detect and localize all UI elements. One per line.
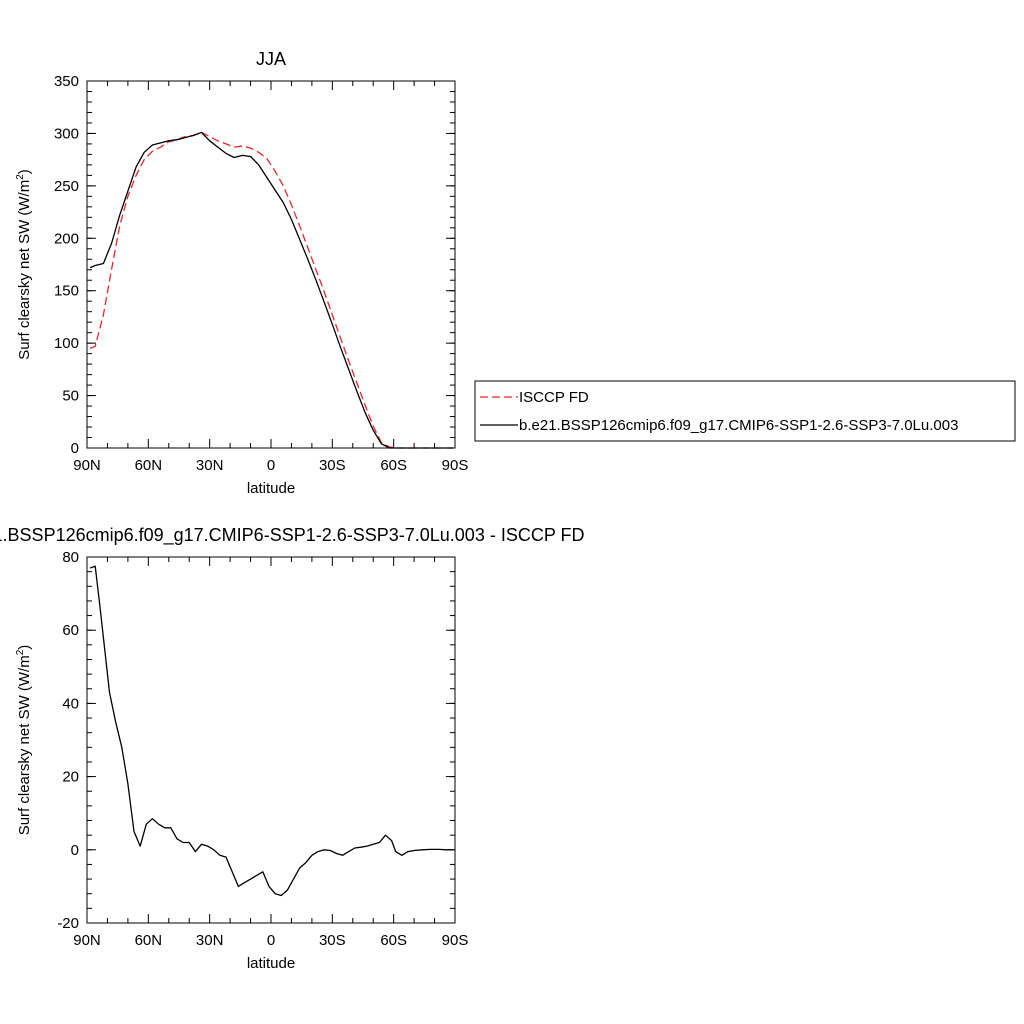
y-tick-label: 50 xyxy=(62,388,79,405)
y-tick-label: -20 xyxy=(57,915,79,932)
series-line-0 xyxy=(89,131,453,449)
chart-title: b.e21.BSSP126cmip6.f09_g17.CMIP6-SSP1-2.… xyxy=(0,525,585,546)
y-tick-label: 150 xyxy=(54,283,79,300)
legend-entry-1: b.e21.BSSP126cmip6.f09_g17.CMIP6-SSP1-2.… xyxy=(519,417,958,434)
plot-frame xyxy=(86,556,456,924)
chart-top-panel: JJA 90N 60N 30N 0 30S 60S 90S 0 50 100 150 200 250 300… xyxy=(15,49,468,497)
x-tick-label: 0 xyxy=(267,932,275,949)
chart-title: JJA xyxy=(256,49,286,69)
x-tick-label: 90S xyxy=(442,932,469,949)
y-axis-label: Surf clearsky net SW (W/m2) xyxy=(15,169,33,360)
y-tick-label: 100 xyxy=(54,335,79,352)
y-axis-label-text: Surf clearsky net SW (W/m xyxy=(16,655,33,835)
x-tick-label: 90N xyxy=(73,932,101,949)
y-axis-label-superscript: 2 xyxy=(15,649,26,655)
plot-frame xyxy=(86,80,456,449)
y-tick-label: 350 xyxy=(54,73,79,90)
series-line-1 xyxy=(89,131,453,449)
x-axis-label: latitude xyxy=(247,955,295,972)
y-tick-label: 300 xyxy=(54,125,79,142)
y-axis-label-superscript: 2 xyxy=(15,174,26,180)
y-tick-label: 80 xyxy=(62,549,79,566)
x-tick-label: 30S xyxy=(319,457,346,474)
x-tick-label: 30S xyxy=(319,932,346,949)
y-tick-label: 0 xyxy=(71,842,79,859)
y-tick-label: 40 xyxy=(62,695,79,712)
y-tick-label: 250 xyxy=(54,178,79,195)
y-axis-label-text: Surf clearsky net SW (W/m xyxy=(16,180,33,360)
y-axis-label-close: ) xyxy=(16,645,33,650)
y-tick-label: 60 xyxy=(62,622,79,639)
x-tick-label: 0 xyxy=(267,457,275,474)
x-tick-label: 30N xyxy=(196,457,224,474)
y-axis-label-close: ) xyxy=(16,169,33,174)
x-tick-label: 90N xyxy=(73,457,101,474)
y-tick-label: 20 xyxy=(62,769,79,786)
y-axis-label: Surf clearsky net SW (W/m2) xyxy=(15,645,33,836)
chart-bottom-panel: b.e21.BSSP126cmip6.f09_g17.CMIP6-SSP1-2.… xyxy=(0,525,585,972)
x-axis-label: latitude xyxy=(247,480,295,497)
series-line-0 xyxy=(89,565,453,897)
legend: ISCCP FD b.e21.BSSP126cmip6.f09_g17.CMIP6… xyxy=(474,380,1016,442)
x-tick-label: 60N xyxy=(135,457,163,474)
x-tick-label: 30N xyxy=(196,932,224,949)
x-tick-label: 60S xyxy=(380,457,407,474)
y-tick-label: 0 xyxy=(71,440,79,457)
legend-entry-0: ISCCP FD xyxy=(519,389,589,406)
y-tick-label: 200 xyxy=(54,230,79,247)
legend-box xyxy=(474,380,1016,442)
x-tick-label: 90S xyxy=(442,457,469,474)
x-tick-label: 60N xyxy=(135,932,163,949)
x-tick-label: 60S xyxy=(380,932,407,949)
